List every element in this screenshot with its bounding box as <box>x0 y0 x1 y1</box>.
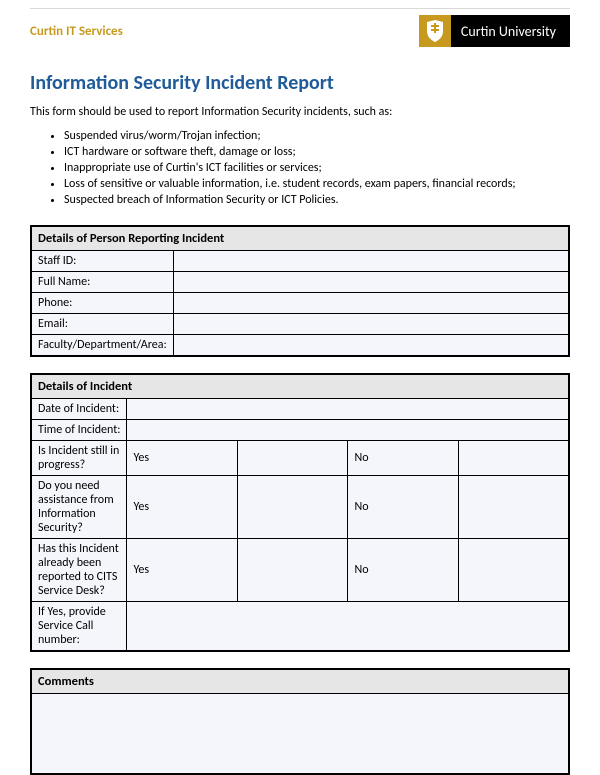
full-name-input[interactable] <box>173 272 569 293</box>
incident-examples-list: Suspended virus/worm/Trojan infection; I… <box>64 129 570 207</box>
list-item: Inappropriate use of Curtin's ICT facili… <box>64 161 570 175</box>
email-input[interactable] <box>173 314 569 335</box>
assistance-no-box[interactable] <box>458 476 569 539</box>
comments-table: Comments <box>30 668 570 775</box>
list-item: Suspected breach of Information Security… <box>64 193 570 207</box>
time-input[interactable] <box>127 420 569 441</box>
assistance-yes-box[interactable] <box>237 476 348 539</box>
field-label-full-name: Full Name: <box>31 272 173 293</box>
list-item: Loss of sensitive or valuable informatio… <box>64 177 570 191</box>
incident-details-table: Details of Incident Date of Incident: Ti… <box>30 373 570 652</box>
section-heading: Comments <box>31 669 569 694</box>
field-label-service-call: If Yes, provide Service Call number: <box>31 602 127 652</box>
phone-input[interactable] <box>173 293 569 314</box>
staff-id-input[interactable] <box>173 251 569 272</box>
no-label: No <box>348 539 459 602</box>
field-label-phone: Phone: <box>31 293 173 314</box>
service-call-input[interactable] <box>127 602 569 652</box>
yes-label: Yes <box>127 539 238 602</box>
reported-yes-box[interactable] <box>237 539 348 602</box>
yes-label: Yes <box>127 441 238 476</box>
list-item: Suspended virus/worm/Trojan infection; <box>64 129 570 143</box>
field-label-date: Date of Incident: <box>31 399 127 420</box>
department-name: Curtin IT Services <box>30 24 123 39</box>
field-label-faculty: Faculty/Department/Area: <box>31 335 173 357</box>
shield-icon <box>419 15 451 47</box>
field-label-email: Email: <box>31 314 173 335</box>
comments-input[interactable] <box>31 694 569 774</box>
field-label-assistance: Do you need assistance from Information … <box>31 476 127 539</box>
field-label-in-progress: Is Incident still in progress? <box>31 441 127 476</box>
field-label-time: Time of Incident: <box>31 420 127 441</box>
page-title: Information Security Incident Report <box>30 71 570 95</box>
no-label: No <box>348 441 459 476</box>
page-header: Curtin IT Services Curtin University <box>30 15 570 47</box>
in-progress-no-box[interactable] <box>458 441 569 476</box>
no-label: No <box>348 476 459 539</box>
yes-label: Yes <box>127 476 238 539</box>
intro-text: This form should be used to report Infor… <box>30 105 570 119</box>
field-label-reported: Has this Incident already been reported … <box>31 539 127 602</box>
date-input[interactable] <box>127 399 569 420</box>
faculty-input[interactable] <box>173 335 569 357</box>
university-brand: Curtin University <box>419 15 570 47</box>
reporter-details-table: Details of Person Reporting Incident Sta… <box>30 225 570 357</box>
university-name: Curtin University <box>451 15 570 47</box>
section-heading: Details of Incident <box>31 374 569 399</box>
field-label-staff-id: Staff ID: <box>31 251 173 272</box>
section-heading: Details of Person Reporting Incident <box>31 226 569 251</box>
reported-no-box[interactable] <box>458 539 569 602</box>
in-progress-yes-box[interactable] <box>237 441 348 476</box>
list-item: ICT hardware or software theft, damage o… <box>64 145 570 159</box>
